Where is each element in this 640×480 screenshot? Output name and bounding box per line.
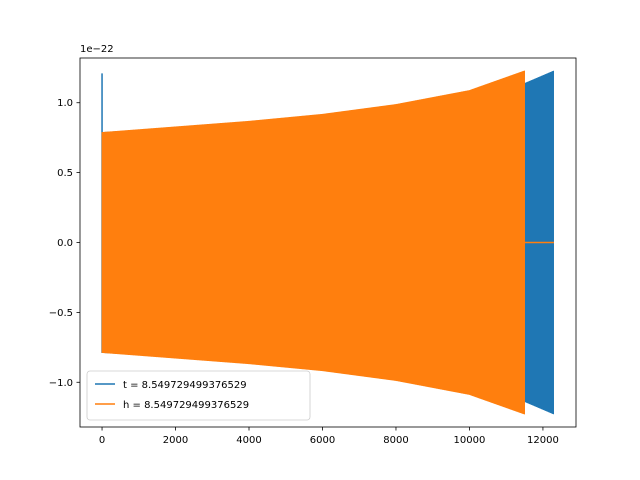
series-h: [101, 70, 554, 415]
y-tick-label: −0.5: [49, 308, 73, 319]
series-oscillation: [101, 70, 525, 415]
legend-entry: h = 8.549729499376529: [123, 400, 249, 411]
x-tick-label: 0: [99, 435, 105, 446]
y-axis: −1.0 −0.5 0.0 0.5 1.0: [49, 98, 80, 389]
y-tick-label: 1.0: [57, 98, 73, 109]
y-offset-label: 1e−22: [80, 44, 114, 55]
x-axis: 0 2000 4000 6000 8000 10000 12000: [99, 427, 559, 446]
y-tick-label: −1.0: [49, 378, 73, 389]
x-tick-label: 10000: [454, 435, 486, 446]
x-tick-label: 12000: [527, 435, 559, 446]
x-tick-label: 6000: [310, 435, 335, 446]
legend-frame: [86, 370, 311, 421]
legend-entry: t = 8.549729499376529: [123, 380, 247, 391]
x-tick-label: 8000: [383, 435, 408, 446]
legend: t = 8.549729499376529 h = 8.5497294993765…: [86, 370, 311, 421]
y-tick-label: 0.0: [57, 238, 73, 249]
plot-area: [101, 70, 554, 415]
y-tick-label: 0.5: [57, 168, 73, 179]
x-tick-label: 2000: [163, 435, 188, 446]
x-tick-label: 4000: [236, 435, 261, 446]
